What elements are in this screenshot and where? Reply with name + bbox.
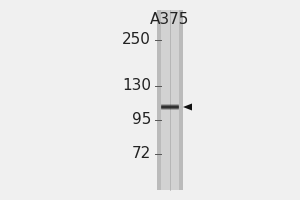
Text: 250: 250: [122, 32, 151, 47]
Text: 130: 130: [122, 78, 151, 94]
Bar: [161, 10, 179, 190]
Bar: [157, 10, 183, 190]
Text: A375: A375: [150, 12, 190, 27]
Text: 72: 72: [132, 146, 151, 162]
Polygon shape: [183, 104, 192, 110]
Text: 95: 95: [132, 112, 151, 128]
